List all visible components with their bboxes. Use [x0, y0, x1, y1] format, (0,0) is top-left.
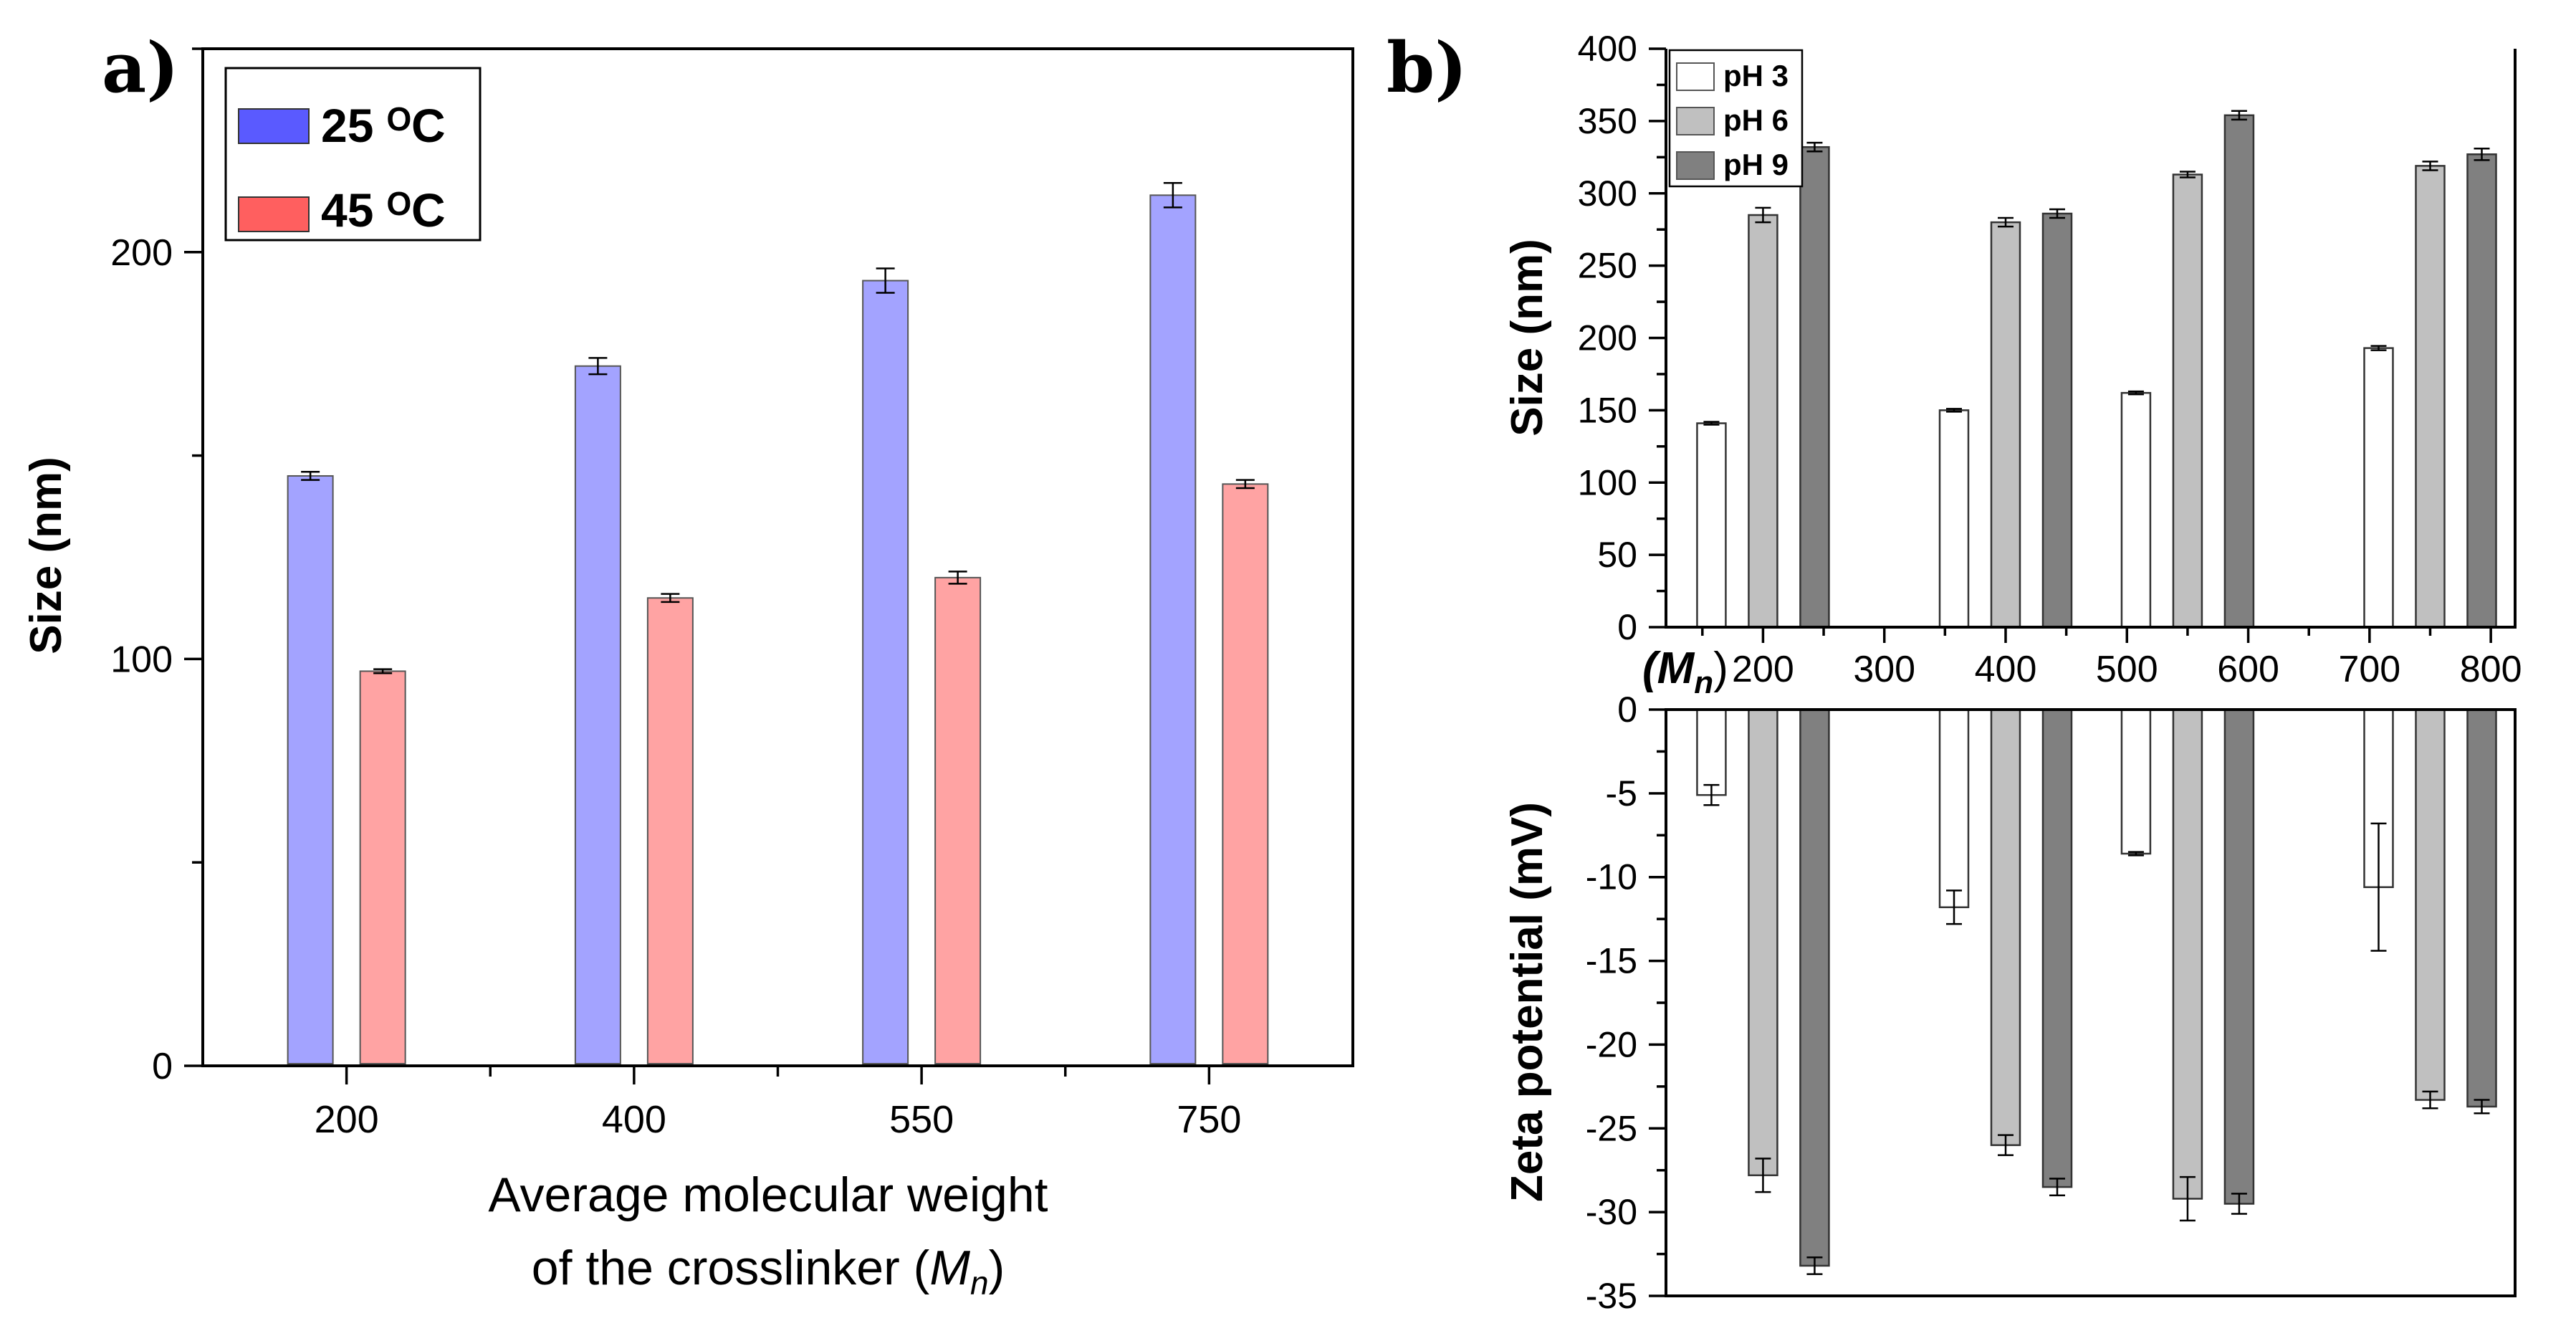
bar-pH3-200: [1696, 422, 1727, 629]
y-tick-label: 200: [110, 232, 173, 274]
bar-pH6-550: [2172, 173, 2203, 629]
panel-b-label: b): [1387, 27, 1467, 108]
panel-b-bottom-frame: [1665, 708, 2517, 1297]
x-axis-title-var: M: [929, 1241, 970, 1295]
y-tick-label: -25: [1586, 1108, 1637, 1148]
y-tick-label: 0: [152, 1046, 173, 1087]
bar-pH9-550: [2223, 708, 2255, 1205]
bar-pH9-550: [2223, 114, 2255, 629]
panel-a-y-axis-title: Size (nm): [21, 457, 71, 654]
bar-pH9-200: [1799, 708, 1830, 1267]
legend-swatch-ph6: [1676, 107, 1715, 135]
panel-a-label: a): [102, 27, 179, 108]
legend-label-ph3: pH 3: [1723, 59, 1789, 92]
y-tick-label: 100: [1578, 462, 1637, 502]
legend-swatch-45c: [238, 196, 310, 232]
bar-45C-400: [646, 597, 694, 1064]
bar-pH3-750: [2363, 347, 2394, 629]
y-tick-label: 300: [1578, 173, 1637, 214]
bar-pH9-400: [2041, 708, 2073, 1188]
bar-25C-200: [287, 474, 334, 1064]
y-tick-label: 0: [1617, 607, 1637, 647]
legend-swatch-ph3: [1676, 62, 1715, 91]
panel-b-top-frame: [1665, 49, 2517, 629]
legend-swatch-25c: [238, 108, 310, 144]
legend-swatch-ph9: [1676, 151, 1715, 180]
bar-pH9-750: [2466, 708, 2497, 1108]
panel-b-x-axis-variable: (Mn): [1642, 644, 1728, 700]
x-tick-label: 400: [602, 1098, 666, 1141]
panel-a-chart: a) 0 100 200 200 400 550 750 Size (nm) Averag…: [21, 27, 1354, 1302]
legend-label-ph6: pH 6: [1723, 103, 1789, 137]
y-tick-label: -35: [1586, 1276, 1637, 1316]
y-tick-label: 0: [1617, 690, 1637, 730]
bar-pH6-400: [1990, 708, 2021, 1146]
bar-45C-750: [1222, 483, 1269, 1064]
bar-pH6-200: [1748, 214, 1778, 629]
x-tick-label: 200: [315, 1098, 379, 1141]
bar-pH6-550: [2172, 708, 2203, 1200]
bar-45C-200: [359, 670, 406, 1064]
panel-a-legend: 25 ᴼC 45 ᴼC: [224, 67, 482, 242]
panel-b-legend: pH 3 pH 6 pH 9: [1668, 49, 1804, 188]
y-tick-label: 50: [1597, 535, 1637, 575]
x-tick-label: 300: [1853, 649, 1915, 690]
bar-pH6-200: [1748, 708, 1778, 1176]
x-axis-title-text: of the crosslinker: [532, 1241, 914, 1295]
y-tick-label: 150: [1578, 390, 1637, 430]
x-axis-title-sub: n: [970, 1264, 989, 1302]
x-tick-label: 750: [1177, 1098, 1241, 1141]
bar-pH3-550: [2120, 391, 2152, 629]
bar-25C-750: [1149, 194, 1197, 1064]
bar-pH9-200: [1799, 146, 1830, 629]
bar-pH3-400: [1938, 409, 1970, 629]
y-tick-label: 200: [1578, 318, 1637, 358]
bar-pH3-400: [1938, 708, 1970, 909]
legend-label-45c: 45 ᴼC: [321, 183, 446, 237]
bar-pH9-750: [2466, 153, 2497, 629]
bar-pH3-200: [1696, 708, 1727, 796]
x-tick-label: 400: [1975, 649, 2037, 690]
panel-a-x-axis-title-line1: Average molecular weight: [488, 1168, 1048, 1222]
panel-b-top-y-axis-title: Size (nm): [1503, 239, 1552, 437]
bar-pH3-550: [2120, 708, 2152, 855]
x-tick-label: 550: [889, 1098, 954, 1141]
y-tick-label: -10: [1586, 857, 1637, 897]
bar-25C-400: [574, 365, 621, 1064]
y-tick-label: -30: [1586, 1192, 1637, 1232]
bar-pH6-750: [2415, 708, 2446, 1101]
x-tick-label: 200: [1732, 649, 1794, 690]
panel-a-plot-frame: [201, 47, 1354, 1067]
y-tick-label: -20: [1586, 1024, 1637, 1064]
bar-pH6-750: [2415, 165, 2446, 629]
bar-pH9-400: [2041, 212, 2073, 629]
x-tick-label: 600: [2217, 649, 2279, 690]
legend-label-ph9: pH 9: [1723, 148, 1789, 181]
x-tick-label: 500: [2096, 649, 2158, 690]
y-tick-label: 250: [1578, 246, 1637, 286]
y-tick-label: 350: [1578, 101, 1637, 141]
y-tick-label: -5: [1606, 773, 1637, 814]
panel-b-bottom-y-axis-title: Zeta potential (mV): [1503, 802, 1552, 1202]
y-tick-label: -15: [1586, 941, 1637, 981]
panel-a-x-axis-title-line2: of the crosslinker (Mn): [532, 1241, 1005, 1302]
x-tick-label: 700: [2338, 649, 2400, 690]
bar-pH6-400: [1990, 221, 2021, 629]
y-tick-label: 400: [1578, 29, 1637, 69]
panel-b-chart: b) 0 50 100 150 200 250 300 350 400 0 -5 -10 -15 -20…: [1387, 27, 2522, 1316]
y-tick-label: 100: [110, 639, 173, 680]
legend-label-25c: 25 ᴼC: [321, 99, 446, 152]
bar-25C-550: [862, 280, 909, 1065]
x-tick-label: 800: [2460, 649, 2522, 690]
bar-45C-550: [934, 576, 982, 1064]
